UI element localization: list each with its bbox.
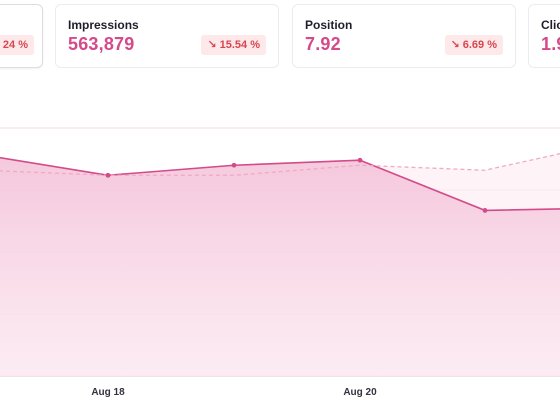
series-primary-line [0,156,560,212]
clicks-label: Clic [541,18,560,32]
series-primary-area [0,157,560,376]
position-change-value: 6.69 % [462,39,497,51]
arrow-down-right-icon: ↘ [450,39,460,51]
data-point[interactable] [482,208,488,213]
data-point[interactable] [105,172,111,178]
x-tick-label: Aug 18 [91,387,125,398]
metric-card-impressions[interactable]: Impressions 563,879 ↘ 15.54 % [55,4,279,68]
impressions-label: Impressions [68,18,139,32]
ctr-change-value: 24 % [2,39,28,51]
metric-card-clicks[interactable]: Clic 1.9 [528,4,560,68]
position-change-badge: ↘ 6.69 % [444,35,503,55]
performance-chart: Aug 18 Aug 20 [0,80,560,420]
position-value: 7.92 [305,34,341,54]
metric-card-ctr[interactable]: 24 % [0,4,43,68]
impressions-change-badge: ↘ 15.54 % [201,35,266,55]
impressions-value: 563,879 [68,34,135,54]
series-comparison-line [0,153,560,176]
arrow-down-right-icon: ↘ [207,39,217,51]
ctr-change-badge: 24 % [0,35,34,55]
metric-card-position[interactable]: Position 7.92 ↘ 6.69 % [292,4,516,68]
position-label: Position [305,18,353,32]
impressions-change-value: 15.54 % [219,39,260,51]
data-point[interactable] [357,157,363,163]
clicks-value: 1.9 [541,34,560,54]
chart-svg: Aug 18 Aug 20 [0,127,560,398]
metric-cards: 24 % Impressions 563,879 ↘ 15.54 % Positi… [0,0,560,76]
data-point[interactable] [231,162,237,168]
x-tick-label: Aug 20 [343,387,377,398]
